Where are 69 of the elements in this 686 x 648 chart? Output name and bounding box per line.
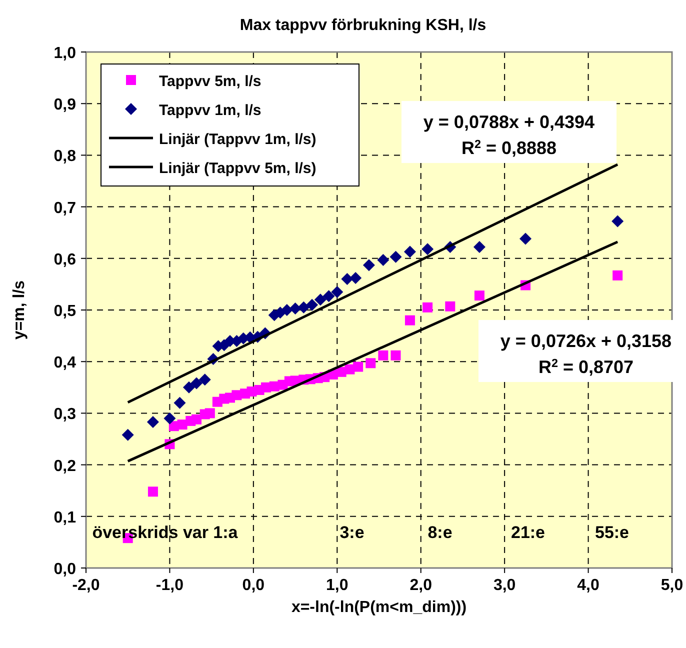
point: [322, 290, 335, 302]
x-tick-label: 2,0: [410, 577, 432, 594]
annotation: 21:e: [510, 523, 546, 542]
y-tick-label: 0,9: [54, 96, 76, 114]
point: [404, 315, 415, 326]
x-tick-label: 1,0: [326, 577, 348, 594]
y-tick-label: 0,6: [54, 251, 76, 268]
point: [422, 243, 434, 256]
point: [331, 286, 344, 298]
legend-label: Tappvv 1m, l/s: [159, 102, 262, 119]
x-tick-label: 0,0: [242, 577, 265, 594]
point: [353, 362, 364, 372]
point: [164, 412, 176, 424]
point: [314, 294, 326, 306]
y-tick-label: 0,7: [54, 200, 76, 217]
y-tick-label: 0,4: [54, 354, 76, 372]
point: [520, 232, 532, 245]
legend-label: Linjär (Tappvv 5m, l/s): [159, 160, 316, 177]
y-tick-label: 0,1: [54, 509, 76, 526]
chart-title: Max tappvv förbrukning KSH, l/s: [240, 17, 486, 34]
point: [192, 414, 202, 424]
point: [198, 374, 211, 386]
point: [366, 358, 376, 368]
point: [378, 350, 388, 360]
annotation: y = 0,0726x + 0,3158 R$^{2}$ = 0,8707: [500, 331, 672, 377]
point: [474, 290, 484, 301]
x-tick-label: -2,0: [72, 577, 100, 594]
point: [148, 486, 158, 497]
point: [445, 301, 456, 312]
annotation: 3:e: [340, 523, 364, 542]
x-axis-title: x=-ln(-ln(P(m<m_dim))): [291, 599, 467, 616]
point: [341, 273, 354, 286]
point: [612, 215, 624, 228]
annotation: 8:e: [428, 523, 452, 542]
y-tick-label: 0,2: [54, 458, 76, 475]
x-tick-label: 5,0: [660, 577, 684, 594]
point: [190, 377, 203, 390]
point: [612, 270, 623, 280]
point: [390, 350, 401, 360]
legend-label: Tappvv 5m, l/s: [159, 73, 262, 90]
point: [122, 428, 134, 441]
point: [473, 241, 486, 254]
annotation: 55:e: [594, 523, 630, 542]
annotation: y = 0,0788x + 0,4394 R$^{2}$ = 0,8888: [423, 112, 595, 158]
point: [182, 381, 195, 394]
point: [298, 301, 310, 314]
point: [422, 302, 433, 312]
point: [289, 302, 302, 314]
y-tick-label: 0,8: [54, 148, 76, 166]
y-tick-label: 0,5: [54, 303, 76, 320]
x-tick-label: 4,0: [577, 577, 600, 594]
y-tick-label: 1,0: [54, 45, 76, 62]
point: [204, 408, 215, 418]
point: [390, 250, 402, 263]
point: [350, 272, 362, 284]
point: [306, 298, 318, 311]
y-tick-label: 0,3: [54, 406, 76, 424]
point: [280, 304, 293, 316]
point: [362, 259, 375, 272]
y-axis-title: y=m, l/s: [11, 280, 28, 340]
x-tick-label: 3,0: [493, 577, 516, 594]
x-tick-label: -1,0: [156, 577, 184, 594]
annotation: överskrids var 1:a: [92, 523, 238, 542]
point: [174, 396, 186, 409]
legend-label: Linjär (Tappvv 1m, l/s): [159, 131, 316, 148]
point: [146, 416, 159, 428]
y-tick-label: 0,0: [54, 561, 76, 578]
point: [377, 254, 390, 266]
point: [404, 246, 416, 258]
